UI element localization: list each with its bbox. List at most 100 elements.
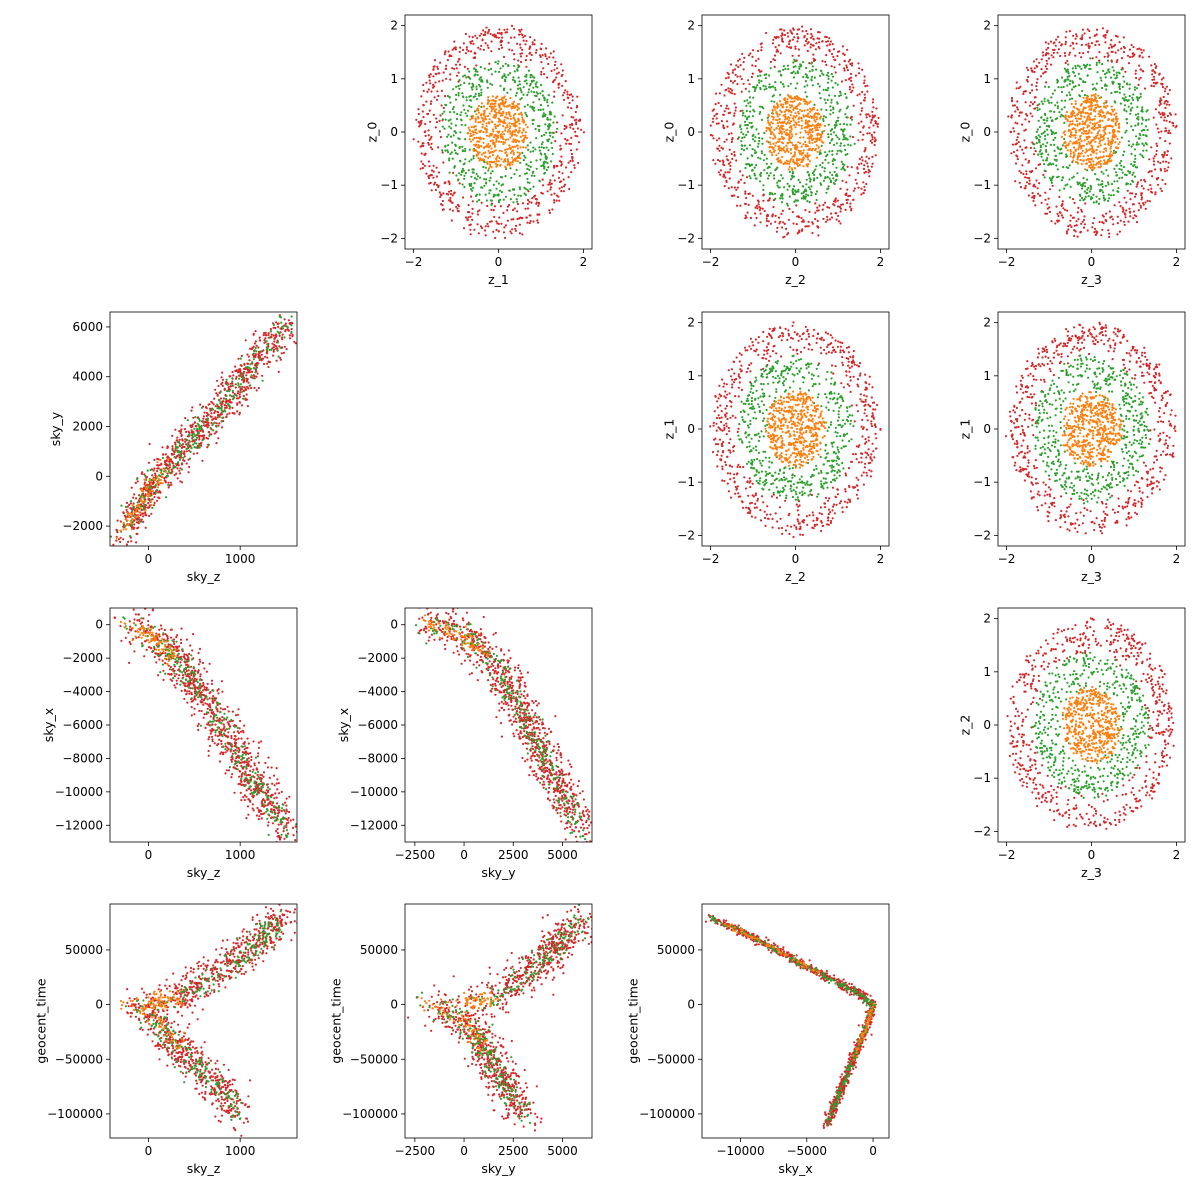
data-point (1090, 101, 1093, 104)
data-point (720, 83, 723, 86)
data-point (828, 150, 831, 153)
data-point (807, 194, 810, 197)
data-point (1070, 102, 1073, 105)
data-point (1054, 104, 1057, 107)
data-point (1163, 119, 1166, 122)
data-point (1160, 189, 1163, 193)
data-point (513, 133, 517, 136)
data-point (780, 174, 783, 177)
data-point (539, 152, 542, 155)
data-point (789, 141, 792, 144)
data-point (1109, 150, 1112, 153)
data-point (767, 114, 770, 118)
data-point (780, 28, 783, 31)
data-point (802, 115, 806, 118)
data-point (829, 113, 832, 116)
data-point (861, 68, 864, 71)
data-point (1076, 183, 1080, 186)
data-point (781, 40, 785, 43)
data-point (531, 43, 534, 46)
data-point (473, 67, 476, 70)
data-point (786, 147, 789, 150)
data-point (845, 107, 848, 110)
data-point (1137, 115, 1140, 119)
data-point (842, 130, 845, 133)
data-point (1046, 141, 1049, 144)
data-point (1076, 172, 1079, 175)
data-point (728, 177, 731, 180)
data-point (744, 217, 747, 220)
data-point (484, 145, 488, 148)
data-point (1069, 44, 1072, 47)
data-point (851, 135, 855, 139)
data-point (519, 46, 522, 49)
data-point (562, 190, 565, 193)
data-point (1112, 69, 1115, 72)
data-point (548, 209, 551, 212)
data-point (1134, 124, 1137, 127)
data-point (575, 121, 578, 124)
data-point (1027, 194, 1030, 197)
data-point (1136, 105, 1139, 109)
data-point (1053, 149, 1056, 152)
data-point (540, 73, 543, 76)
data-point (535, 94, 538, 98)
data-point (1098, 96, 1102, 99)
data-point (1118, 162, 1122, 165)
data-point (1137, 209, 1140, 212)
data-point (541, 141, 544, 144)
data-point (558, 187, 561, 190)
data-point (490, 208, 493, 211)
data-point (506, 163, 509, 166)
data-point (762, 193, 765, 196)
data-point (569, 126, 572, 129)
data-point (1047, 85, 1050, 89)
data-point (234, 386, 237, 389)
data-point (499, 67, 502, 70)
data-point (823, 201, 827, 204)
data-point (517, 131, 520, 134)
data-point (1056, 35, 1060, 38)
data-point (489, 199, 493, 202)
data-point (570, 171, 573, 174)
data-point (1073, 234, 1076, 237)
data-point (868, 115, 871, 118)
data-point (571, 159, 574, 163)
data-point (768, 123, 772, 126)
data-point (482, 48, 485, 51)
data-point (1077, 146, 1080, 149)
data-point (427, 88, 430, 91)
data-point (1038, 103, 1041, 106)
data-point (1044, 70, 1047, 73)
data-point (743, 136, 746, 139)
data-point (722, 124, 725, 127)
data-point (471, 171, 474, 174)
data-point (1154, 193, 1157, 196)
data-point (757, 132, 760, 135)
data-point (746, 124, 750, 127)
data-point (1109, 124, 1112, 127)
data-point (757, 142, 760, 145)
data-point (759, 43, 762, 46)
data-point (709, 124, 712, 127)
data-point (545, 168, 548, 171)
data-point (524, 123, 528, 126)
data-point (565, 126, 568, 129)
data-point (840, 80, 844, 83)
data-point (460, 111, 463, 114)
data-point (1050, 119, 1053, 122)
data-point (521, 202, 525, 205)
data-point (1064, 54, 1067, 58)
data-point (443, 110, 446, 113)
data-point (516, 108, 519, 112)
data-point (801, 158, 804, 161)
data-point (553, 201, 556, 204)
data-point (1161, 111, 1164, 114)
y-axis-label: z_0 (958, 122, 973, 143)
data-point (1031, 89, 1034, 92)
data-point (524, 156, 527, 159)
data-point (553, 78, 557, 81)
data-point (1094, 98, 1097, 101)
data-point (771, 95, 774, 98)
data-point (1064, 36, 1067, 39)
